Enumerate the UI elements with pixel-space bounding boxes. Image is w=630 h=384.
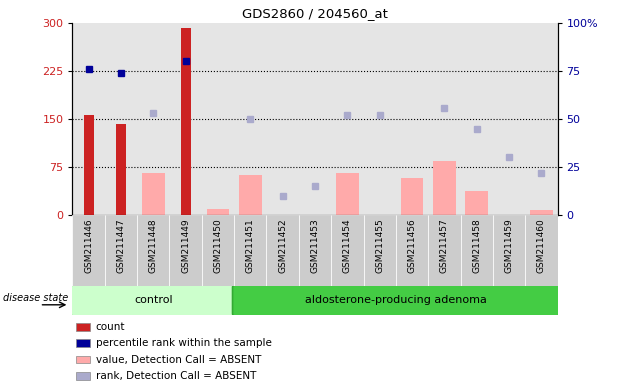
Text: GSM211459: GSM211459 — [505, 218, 513, 273]
Bar — [207, 209, 229, 215]
Bar — [137, 215, 169, 286]
Bar — [72, 23, 105, 215]
Text: count: count — [96, 322, 125, 332]
Bar — [525, 23, 558, 215]
FancyBboxPatch shape — [71, 285, 236, 316]
Bar — [396, 23, 428, 215]
Bar — [461, 215, 493, 286]
Bar — [525, 215, 558, 286]
Bar — [105, 23, 137, 215]
Bar — [331, 215, 364, 286]
Bar — [336, 174, 358, 215]
Bar — [364, 215, 396, 286]
Text: GSM211460: GSM211460 — [537, 218, 546, 273]
Text: GSM211449: GSM211449 — [181, 218, 190, 273]
Text: GSM211453: GSM211453 — [311, 218, 319, 273]
Text: percentile rank within the sample: percentile rank within the sample — [96, 338, 272, 348]
Bar — [401, 178, 423, 215]
Bar — [493, 215, 525, 286]
Bar — [428, 215, 461, 286]
Bar — [76, 372, 90, 380]
Bar — [433, 161, 455, 215]
Bar — [202, 23, 234, 215]
Text: disease state: disease state — [3, 293, 69, 303]
Text: GSM211455: GSM211455 — [375, 218, 384, 273]
Bar — [428, 23, 461, 215]
Text: GSM211450: GSM211450 — [214, 218, 222, 273]
Bar — [493, 23, 525, 215]
Text: GSM211451: GSM211451 — [246, 218, 255, 273]
Bar — [299, 23, 331, 215]
Text: rank, Detection Call = ABSENT: rank, Detection Call = ABSENT — [96, 371, 256, 381]
Bar — [137, 23, 169, 215]
Bar — [181, 28, 191, 215]
Bar — [530, 210, 553, 215]
Bar — [76, 356, 90, 363]
Bar — [234, 23, 266, 215]
Bar — [169, 215, 202, 286]
Text: aldosterone-producing adenoma: aldosterone-producing adenoma — [305, 295, 487, 305]
Bar — [331, 23, 364, 215]
Bar — [266, 215, 299, 286]
Title: GDS2860 / 204560_at: GDS2860 / 204560_at — [242, 7, 388, 20]
Bar — [396, 215, 428, 286]
Text: GSM211452: GSM211452 — [278, 218, 287, 273]
Bar — [169, 23, 202, 215]
Bar — [105, 215, 137, 286]
Text: GSM211448: GSM211448 — [149, 218, 158, 273]
Text: value, Detection Call = ABSENT: value, Detection Call = ABSENT — [96, 354, 261, 364]
Text: control: control — [134, 295, 173, 305]
Bar — [72, 215, 105, 286]
Text: GSM211454: GSM211454 — [343, 218, 352, 273]
Bar — [76, 323, 90, 331]
Bar — [364, 23, 396, 215]
Bar — [466, 191, 488, 215]
Bar — [84, 114, 94, 215]
Text: GSM211458: GSM211458 — [472, 218, 481, 273]
Text: GSM211456: GSM211456 — [408, 218, 416, 273]
Bar — [299, 215, 331, 286]
Bar — [461, 23, 493, 215]
Text: GSM211447: GSM211447 — [117, 218, 125, 273]
Bar — [202, 215, 234, 286]
Bar — [142, 174, 164, 215]
Bar — [234, 215, 266, 286]
Bar — [76, 339, 90, 347]
Bar — [116, 124, 126, 215]
Text: GSM211446: GSM211446 — [84, 218, 93, 273]
Bar — [239, 175, 261, 215]
Text: GSM211457: GSM211457 — [440, 218, 449, 273]
Bar — [266, 23, 299, 215]
FancyBboxPatch shape — [232, 285, 559, 316]
